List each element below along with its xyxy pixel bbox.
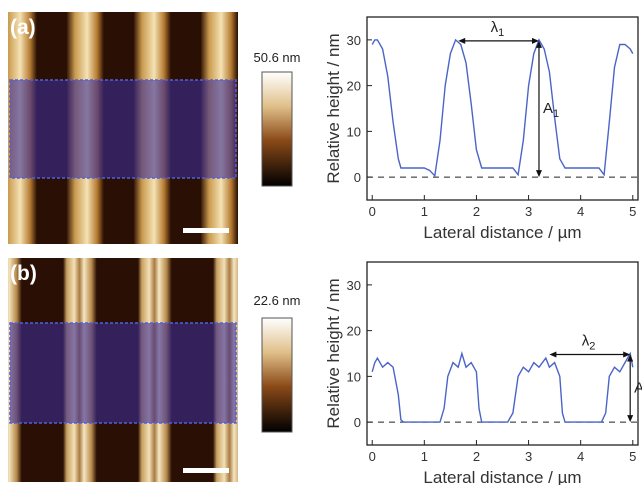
y-tick-label: 30 <box>347 33 361 48</box>
annotation-sub: 1 <box>553 108 559 120</box>
x-tick-label: 5 <box>629 204 636 219</box>
plot-frame <box>366 16 639 201</box>
x-tick-label: 1 <box>421 449 428 464</box>
x-tick-label: 5 <box>629 449 636 464</box>
annotation-text: A <box>543 100 553 117</box>
x-tick-label: 2 <box>473 204 480 219</box>
annotation-text: λ <box>582 333 590 350</box>
annotation: λ2 <box>582 333 596 353</box>
y-tick-label: 20 <box>347 324 361 339</box>
annotation-sub: 2 <box>589 341 595 353</box>
annotation: λ1 <box>491 19 505 39</box>
annotation: A1 <box>543 100 559 120</box>
panel-label: (a) <box>10 16 36 39</box>
y-tick-label: 20 <box>347 79 361 94</box>
y-tick-label: 0 <box>354 415 361 430</box>
profile-line <box>371 350 634 423</box>
annotation: A2 <box>634 379 642 399</box>
x-axis-label: Lateral distance / µm <box>423 468 581 485</box>
y-axis-label: Relative height / nm <box>324 33 343 183</box>
colorbar <box>261 71 293 187</box>
x-tick-label: 0 <box>369 204 376 219</box>
afm-image-a <box>8 12 238 244</box>
x-tick-label: 0 <box>369 449 376 464</box>
x-tick-label: 3 <box>525 449 532 464</box>
colorbar-label: 22.6 nm <box>254 293 301 308</box>
y-tick-label: 10 <box>347 369 361 384</box>
y-tick-label: 0 <box>354 170 361 185</box>
afm-image-b <box>8 258 238 482</box>
annotation-sub: 1 <box>498 27 504 39</box>
x-tick-label: 1 <box>421 204 428 219</box>
colorbar-label: 50.6 nm <box>254 50 301 65</box>
y-tick-label: 10 <box>347 124 361 139</box>
y-axis-label: Relative height / nm <box>324 278 343 428</box>
colorbar <box>261 317 293 433</box>
y-tick-label: 30 <box>347 278 361 293</box>
annotation-text: A <box>634 379 642 396</box>
arrow-head <box>627 354 634 423</box>
plot-frame <box>366 261 639 446</box>
panel-label: (b) <box>10 262 37 285</box>
annotation-text: λ <box>491 19 499 36</box>
x-tick-label: 4 <box>577 204 584 219</box>
x-tick-label: 2 <box>473 449 480 464</box>
x-tick-label: 4 <box>577 449 584 464</box>
profile-line <box>371 38 634 178</box>
x-tick-label: 3 <box>525 204 532 219</box>
x-axis-label: Lateral distance / µm <box>423 223 581 242</box>
